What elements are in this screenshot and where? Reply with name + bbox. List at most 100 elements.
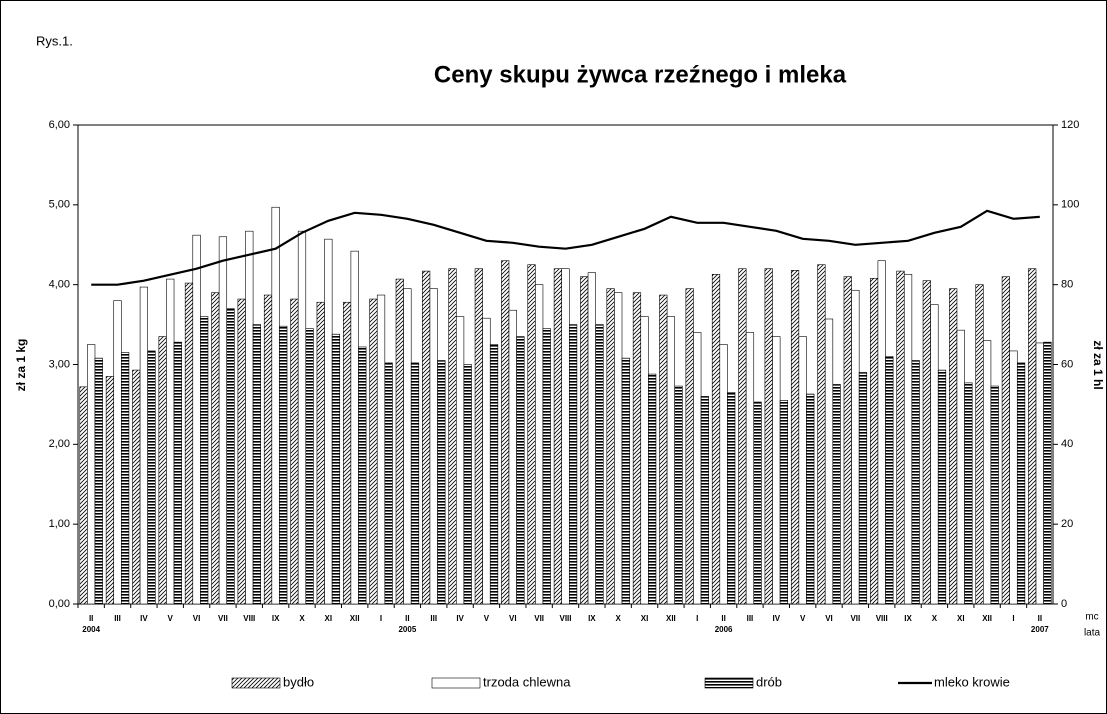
y-tick-label: 4,00 [49, 279, 70, 291]
legend-swatch [231, 677, 281, 689]
bar [798, 336, 807, 605]
y2-tick-label: 40 [1061, 438, 1073, 450]
bar [930, 304, 939, 605]
bar [595, 324, 604, 605]
x-tick-label: X [932, 614, 938, 623]
bar [429, 288, 438, 605]
bar [173, 341, 182, 605]
bar [184, 282, 194, 605]
bar [305, 328, 314, 605]
bar [132, 369, 141, 605]
bar [817, 264, 826, 605]
bar [218, 236, 228, 605]
x-tick-label: III [747, 614, 754, 623]
x-tick-label: IV [140, 614, 148, 623]
x-tick-label: IV [456, 614, 464, 623]
bar [911, 360, 920, 605]
bar [448, 268, 457, 605]
y2-axis-title: zł za 1 hl [1091, 340, 1105, 389]
bar [527, 264, 536, 605]
legend-label: mleko krowie [934, 674, 1010, 689]
bar [824, 318, 834, 605]
bar [1028, 268, 1037, 605]
bar [561, 268, 570, 605]
bar [896, 270, 905, 605]
bar [271, 206, 280, 605]
x-group-label: 2006 [715, 625, 733, 634]
chart-title: Ceny skupu żywca rzeźnego i mleka [434, 61, 847, 88]
bar [693, 332, 702, 605]
x-group-label: 2004 [82, 625, 100, 634]
bar [949, 288, 958, 605]
bar [832, 384, 841, 605]
x-group-label: 2007 [1031, 625, 1049, 634]
x-tick-label: XI [641, 614, 649, 623]
bar [139, 286, 148, 605]
bar [342, 301, 352, 605]
x-tick-label: IX [272, 614, 280, 623]
bar [858, 372, 868, 605]
x-tick-label: VI [509, 614, 517, 623]
bar [659, 294, 668, 605]
bar [192, 234, 201, 605]
bar [843, 276, 852, 605]
bar [621, 357, 630, 605]
legend-swatch [431, 677, 481, 689]
bar [237, 298, 246, 605]
bar [666, 316, 676, 605]
y2-tick-label: 60 [1061, 358, 1073, 370]
bar [772, 336, 781, 605]
bar [422, 270, 431, 605]
bar [410, 362, 420, 605]
x-tick-label: XII [982, 614, 992, 623]
x-tick-label: II [1038, 614, 1042, 623]
bar [200, 316, 209, 605]
x-tick-label: II [721, 614, 725, 623]
bar [403, 288, 412, 605]
x-tick-label: I [696, 614, 698, 623]
x-group-label: 2005 [398, 625, 416, 634]
legend-swatch [704, 677, 754, 689]
bar [94, 357, 103, 605]
x-tick-label: VIII [559, 614, 571, 623]
bar [806, 393, 815, 605]
x-tick-label: IX [904, 614, 912, 623]
bar [727, 392, 736, 605]
x-tick-label: VIII [243, 614, 255, 623]
bar [711, 273, 721, 605]
y-tick-label: 6,00 [49, 119, 70, 131]
bar [738, 268, 747, 605]
bar [263, 294, 273, 605]
y2-tick-label: 0 [1061, 598, 1067, 610]
bar [489, 344, 499, 605]
bar [279, 325, 288, 605]
y2-tick-label: 80 [1061, 279, 1073, 291]
bar [147, 350, 156, 605]
bar [1001, 276, 1010, 605]
bar [463, 364, 472, 605]
x-unit-label: mc [1085, 612, 1098, 623]
line [91, 209, 1040, 286]
bar [316, 301, 325, 605]
bar [648, 373, 657, 605]
bar [482, 317, 491, 605]
bar [983, 340, 992, 605]
y2-tick-label: 20 [1061, 518, 1073, 530]
legend-label: bydło [283, 674, 314, 689]
bar [166, 278, 175, 605]
bar [587, 272, 596, 605]
bar [1009, 350, 1018, 605]
bar [87, 344, 96, 605]
bar [956, 329, 965, 605]
bar [384, 362, 393, 605]
legend-label: trzoda chlewna [483, 674, 571, 689]
x-tick-label: X [299, 614, 305, 623]
bar [535, 284, 544, 605]
bar [700, 396, 709, 605]
bar [674, 385, 683, 605]
bar [877, 260, 886, 605]
x-tick-label: VII [850, 614, 860, 623]
bar [508, 309, 517, 605]
bar [290, 298, 299, 605]
